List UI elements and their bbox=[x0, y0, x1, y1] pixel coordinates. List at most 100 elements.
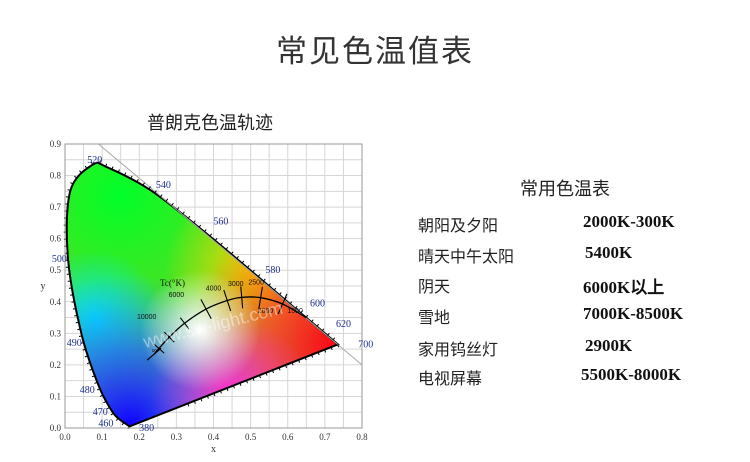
locus-tick bbox=[79, 170, 82, 174]
row-label: 朝阳及夕阳 bbox=[418, 216, 499, 235]
locus-tick bbox=[285, 364, 288, 368]
locus-tick bbox=[89, 368, 93, 371]
locus-tick bbox=[265, 372, 268, 376]
temperature-label: 1500 bbox=[287, 308, 303, 315]
locus-tick bbox=[209, 233, 213, 237]
locus-tick bbox=[220, 242, 223, 246]
locus-tick bbox=[84, 355, 88, 358]
y-tick-label: 0.3 bbox=[50, 328, 62, 338]
locus-tick bbox=[110, 412, 114, 416]
locus-tick bbox=[213, 393, 216, 397]
page-title: 常见色温值表 bbox=[276, 34, 474, 70]
wavelength-label: 490 bbox=[67, 338, 82, 349]
table-row: 朝阳及夕阳 2000K-300K bbox=[418, 212, 738, 238]
locus-tick bbox=[104, 163, 108, 167]
x-tick-label: 0.3 bbox=[171, 432, 183, 442]
wavelength-label: 600 bbox=[310, 298, 325, 309]
locus-tick bbox=[115, 417, 119, 421]
table-row: 家用钨丝灯 2900K bbox=[418, 336, 738, 362]
locus-tick bbox=[206, 395, 209, 399]
axes: 0.0 0.1 0.2 0.3 0.4 0.5 0.6 0.7 0.8 0.0 0.1 0.2 0.3 0… bbox=[41, 139, 369, 455]
locus-tick bbox=[262, 278, 266, 282]
temperature-labels: 10000 6000 4000 3000 2500 2000 1500 ∞ bbox=[137, 279, 303, 354]
locus-tick bbox=[273, 287, 277, 291]
locus-tick bbox=[187, 403, 190, 407]
locus-tick bbox=[72, 307, 76, 310]
chart-title: 普朗克色温轨迹 bbox=[147, 113, 273, 134]
wavelength-label: 540 bbox=[156, 180, 171, 191]
row-value: 5500K-8000K bbox=[581, 365, 682, 384]
locus-tick bbox=[200, 398, 203, 402]
x-tick-label: 0.0 bbox=[59, 432, 71, 442]
locus-tick bbox=[225, 246, 229, 250]
locus-ticks bbox=[63, 160, 340, 430]
temperature-label: 6000 bbox=[169, 292, 185, 299]
isotherm-line bbox=[240, 286, 244, 309]
locus-tick bbox=[236, 256, 239, 259]
wavelength-label: 460 bbox=[98, 418, 113, 429]
y-tick-label: 0.6 bbox=[50, 234, 62, 244]
locus-tick bbox=[142, 182, 145, 186]
table-title: 常用色温表 bbox=[520, 179, 610, 200]
locus-tick bbox=[232, 385, 235, 389]
row-label: 电视屏幕 bbox=[418, 369, 483, 388]
locus-tick bbox=[176, 207, 180, 211]
wavelength-label: 470 bbox=[93, 407, 108, 418]
isotherm-line bbox=[223, 289, 232, 312]
x-tick-label: 0.6 bbox=[282, 432, 294, 442]
locus-tick bbox=[117, 169, 120, 173]
y-tick-label: 0.7 bbox=[50, 202, 62, 212]
locus-tick bbox=[99, 394, 103, 397]
locus-tick bbox=[74, 314, 78, 317]
wavelength-label: 500 bbox=[52, 254, 67, 265]
locus-tick bbox=[198, 224, 202, 228]
locus-tick bbox=[103, 400, 107, 404]
locus-tick bbox=[68, 287, 72, 289]
locus-tick bbox=[130, 175, 133, 179]
row-label: 雪地 bbox=[418, 308, 451, 327]
row-value: 2900K bbox=[585, 336, 633, 355]
isotherm-line bbox=[277, 293, 288, 315]
locus-tick bbox=[154, 190, 157, 194]
locus-tick bbox=[330, 346, 333, 351]
y-axis-label: y bbox=[41, 281, 46, 292]
row-label: 晴天中午太阳 bbox=[418, 247, 515, 266]
locus-tick bbox=[300, 310, 303, 314]
locus-tick bbox=[94, 381, 98, 384]
row-value: 7000K-8500K bbox=[583, 304, 684, 323]
locus-tick bbox=[291, 362, 294, 366]
locus-tick bbox=[80, 342, 84, 344]
locus-tick bbox=[75, 321, 79, 324]
row-value: 2000K-300K bbox=[583, 212, 675, 231]
temperature-label: 10000 bbox=[137, 314, 157, 321]
locus-tick bbox=[193, 220, 196, 224]
locus-tick bbox=[298, 359, 301, 363]
locus-tick bbox=[289, 301, 293, 305]
locus-tick bbox=[214, 238, 218, 241]
locus-tick bbox=[74, 175, 78, 179]
locus-tick bbox=[304, 357, 307, 361]
wavelength-label: 700 bbox=[358, 339, 373, 350]
diagonal-line bbox=[98, 143, 363, 366]
locus-tick bbox=[268, 283, 271, 287]
locus-tick bbox=[311, 354, 314, 358]
locus-tick bbox=[187, 215, 191, 219]
isotherm-line bbox=[200, 299, 212, 320]
locus-tick bbox=[90, 161, 94, 165]
locus-tick bbox=[258, 375, 261, 379]
row-label: 阴天 bbox=[418, 277, 451, 296]
row-value: 5400K bbox=[585, 243, 633, 262]
row-label: 家用钨丝灯 bbox=[418, 340, 499, 359]
locus-tick bbox=[278, 367, 281, 371]
planckian-locus bbox=[153, 296, 307, 355]
locus-tick bbox=[70, 294, 74, 296]
locus-tick bbox=[91, 375, 95, 378]
locus-tick bbox=[106, 406, 110, 410]
wavelength-label: 560 bbox=[213, 216, 228, 227]
locus-tick bbox=[124, 172, 127, 176]
wavelength-label: 480 bbox=[80, 385, 95, 396]
locus-tick bbox=[278, 292, 282, 296]
table-row: 阴天 6000K以上 bbox=[418, 273, 738, 299]
locus-tick bbox=[171, 202, 174, 206]
